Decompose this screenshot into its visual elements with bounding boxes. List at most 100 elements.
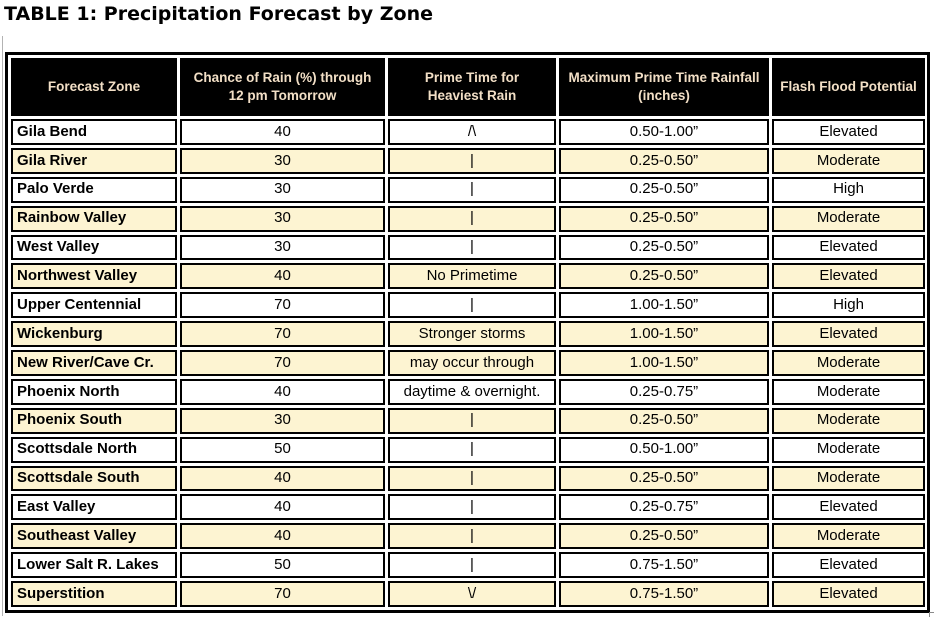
cell-zone: Scottsdale North (11, 436, 177, 463)
cell-zone: New River/Cave Cr. (11, 350, 177, 376)
cell-prime: /\ (388, 119, 556, 145)
cell-flood: Moderate (772, 436, 925, 463)
table-row: New River/Cave Cr. 70 may occur through 1.0… (11, 350, 925, 376)
table-row: Phoenix North 40 daytime & overnight. 0.25-… (11, 378, 925, 405)
cell-prime: daytime & overnight. (388, 378, 556, 405)
cell-prime: No Primetime (388, 263, 556, 290)
cell-rainfall: 1.00-1.50” (559, 292, 769, 319)
column-header: Chance of Rain (%) through 12 pm Tomorro… (180, 58, 385, 116)
table-row: Scottsdale South 40 | 0.25-0.50” Moderate (11, 465, 925, 492)
cell-prime: Stronger storms (388, 321, 556, 347)
table-row: West Valley 30 | 0.25-0.50” Elevated (11, 234, 925, 261)
cell-zone: Palo Verde (11, 176, 177, 203)
cell-chance: 30 (180, 407, 385, 434)
cell-zone: Rainbow Valley (11, 205, 177, 232)
column-header: Forecast Zone (11, 58, 177, 116)
cell-flood: Elevated (772, 581, 925, 607)
cell-prime: | (388, 552, 556, 578)
cell-zone: West Valley (11, 234, 177, 261)
cell-rainfall: 0.25-0.50” (559, 465, 769, 492)
cell-flood: Elevated (772, 119, 925, 145)
table-row: East Valley 40 | 0.25-0.75” Elevated (11, 494, 925, 521)
cell-zone: Scottsdale South (11, 465, 177, 492)
table-row: Phoenix South 30 | 0.25-0.50” Moderate (11, 407, 925, 434)
table-row: Southeast Valley 40 | 0.25-0.50” Moderate (11, 523, 925, 550)
table-row: Wickenburg 70 Stronger storms 1.00-1.50” Ele… (11, 321, 925, 347)
cell-flood: Elevated (772, 234, 925, 261)
column-header: Flash Flood Potential (772, 58, 925, 116)
cell-zone: Phoenix South (11, 407, 177, 434)
column-header: Prime Time for Heaviest Rain (388, 58, 556, 116)
table-row: Rainbow Valley 30 | 0.25-0.50” Moderate (11, 205, 925, 232)
table-row: Superstition 70 \/0.75-1.50” Elevated (11, 581, 925, 607)
cell-flood: Elevated (772, 552, 925, 578)
cell-rainfall: 0.25-0.50” (559, 205, 769, 232)
cell-rainfall: 0.25-0.75” (559, 494, 769, 521)
cell-flood: Moderate (772, 407, 925, 434)
cell-zone: Gila Bend (11, 119, 177, 145)
cell-prime: | (388, 465, 556, 492)
cell-rainfall: 0.50-1.00” (559, 119, 769, 145)
cell-rainfall: 0.75-1.50” (559, 552, 769, 578)
cell-rainfall: 0.25-0.50” (559, 176, 769, 203)
table-resize-handle (929, 612, 934, 617)
cell-chance: 70 (180, 350, 385, 376)
cell-flood: Elevated (772, 263, 925, 290)
cell-rainfall: 0.25-0.75” (559, 378, 769, 405)
forecast-table: Forecast Zone Chance of Rain (%) through … (8, 55, 928, 610)
cell-flood: High (772, 292, 925, 319)
cell-chance: 40 (180, 119, 385, 145)
cell-flood: High (772, 176, 925, 203)
cell-rainfall: 0.25-0.50” (559, 407, 769, 434)
table-row: Gila Bend 40/\ 0.50-1.00” Elevated (11, 119, 925, 145)
cell-zone: East Valley (11, 494, 177, 521)
cell-chance: 40 (180, 523, 385, 550)
cell-flood: Moderate (772, 378, 925, 405)
cell-flood: Moderate (772, 465, 925, 492)
cell-flood: Moderate (772, 523, 925, 550)
cell-chance: 70 (180, 321, 385, 347)
cell-prime: | (388, 176, 556, 203)
cell-zone: Gila River (11, 147, 177, 174)
cell-prime: \/ (388, 581, 556, 607)
cell-zone: Southeast Valley (11, 523, 177, 550)
cell-zone: Phoenix North (11, 378, 177, 405)
cell-prime: | (388, 407, 556, 434)
header-row: Forecast Zone Chance of Rain (%) through … (11, 58, 925, 116)
cell-rainfall: 1.00-1.50” (559, 321, 769, 347)
table-body: Gila Bend 40/\ 0.50-1.00” Elevated Gila Rive… (11, 119, 925, 607)
cell-rainfall: 0.25-0.50” (559, 263, 769, 290)
cell-chance: 30 (180, 234, 385, 261)
cell-rainfall: 0.25-0.50” (559, 523, 769, 550)
table-row: Lower Salt R. Lakes 50 | 0.75-1.50” Elevated (11, 552, 925, 578)
cell-zone: Upper Centennial (11, 292, 177, 319)
cell-zone: Superstition (11, 581, 177, 607)
cell-chance: 30 (180, 176, 385, 203)
cell-chance: 50 (180, 436, 385, 463)
cell-chance: 40 (180, 263, 385, 290)
cell-chance: 40 (180, 378, 385, 405)
cell-flood: Elevated (772, 494, 925, 521)
cell-flood: Moderate (772, 205, 925, 232)
cell-prime: | (388, 234, 556, 261)
cell-flood: Elevated (772, 321, 925, 347)
cell-flood: Moderate (772, 147, 925, 174)
cell-prime: | (388, 523, 556, 550)
cell-rainfall: 0.25-0.50” (559, 147, 769, 174)
cell-prime: | (388, 292, 556, 319)
cell-zone: Wickenburg (11, 321, 177, 347)
cell-zone: Lower Salt R. Lakes (11, 552, 177, 578)
table-row: Upper Centennial 70 | 1.00-1.50” High (11, 292, 925, 319)
cell-prime: | (388, 436, 556, 463)
cell-chance: 40 (180, 465, 385, 492)
cell-rainfall: 1.00-1.50” (559, 350, 769, 376)
table-row: Gila River 30 | 0.25-0.50” Moderate (11, 147, 925, 174)
cell-rainfall: 0.75-1.50” (559, 581, 769, 607)
cell-chance: 70 (180, 581, 385, 607)
cell-flood: Moderate (772, 350, 925, 376)
page-title: TABLE 1: Precipitation Forecast by Zone (4, 3, 434, 25)
table-row: Northwest Valley 40 No Primetime 0.25-0.50”… (11, 263, 925, 290)
cell-rainfall: 0.25-0.50” (559, 234, 769, 261)
cell-prime: may occur through (388, 350, 556, 376)
cell-chance: 30 (180, 205, 385, 232)
